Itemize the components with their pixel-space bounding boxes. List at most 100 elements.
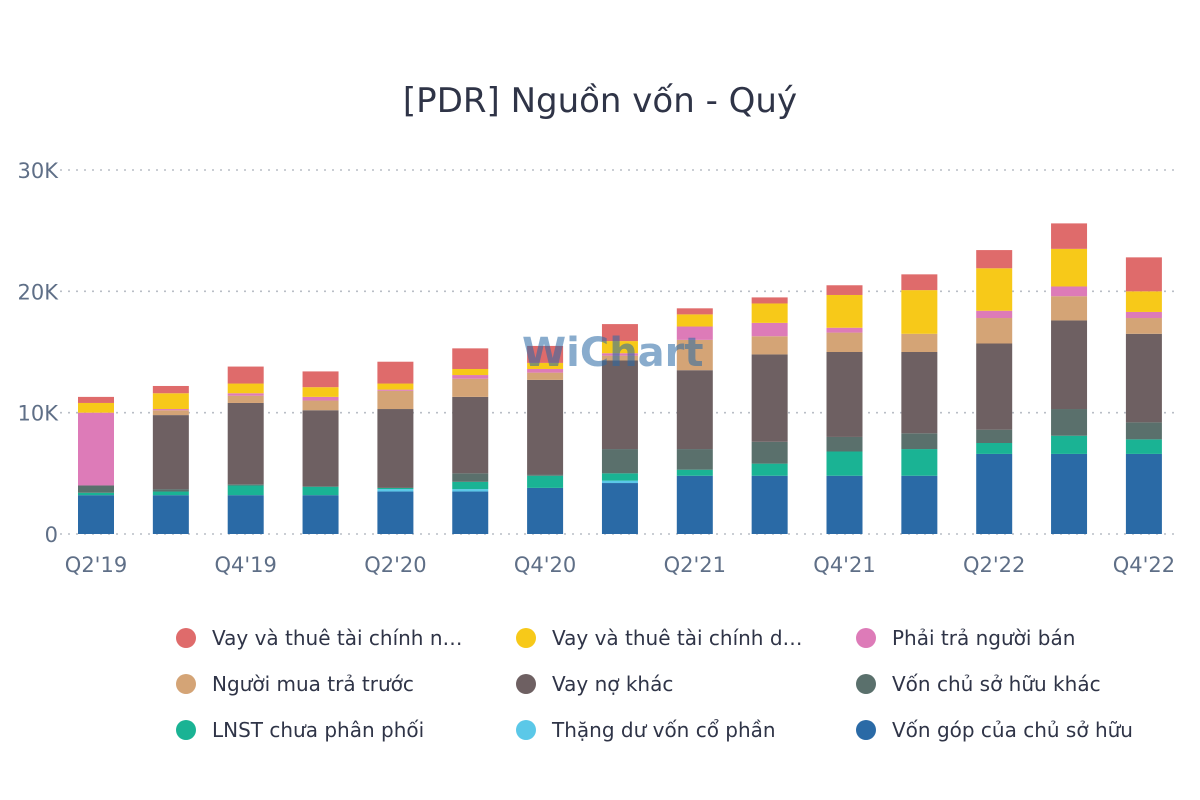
legend-item[interactable]: Người mua trả trước <box>176 670 516 698</box>
legend-marker-icon <box>516 720 536 740</box>
x-tick-label: Q4'20 <box>514 553 576 577</box>
x-tick-label: Q4'21 <box>813 553 875 577</box>
bar-segment <box>377 389 414 391</box>
bar-segment <box>601 473 638 481</box>
bar-segment <box>901 433 938 450</box>
bar-segment <box>78 402 114 413</box>
bar-segment <box>676 370 713 450</box>
bar-segment <box>377 383 414 390</box>
x-tick-label: Q4'19 <box>215 553 277 577</box>
legend-item[interactable]: Vay và thuê tài chính n… <box>176 624 516 652</box>
bar-segment <box>452 473 489 482</box>
bar-segment <box>1125 453 1162 534</box>
bar-segment <box>976 318 1013 344</box>
bar-segment <box>1051 409 1088 436</box>
bar-segment <box>826 475 863 534</box>
bar-segment <box>302 495 339 534</box>
x-tick-label: Q4'22 <box>1113 553 1175 577</box>
chart-title: [PDR] Nguồn vốn - Quý <box>403 81 797 121</box>
y-axis-ticks: 0 10K 20K 30K <box>18 159 60 547</box>
bar-segment <box>901 352 938 434</box>
legend-marker-icon <box>176 720 196 740</box>
y-tick-label: 20K <box>18 280 60 304</box>
bar-segment <box>751 475 788 534</box>
bar-segment <box>452 375 489 379</box>
bar-segment <box>1125 311 1162 319</box>
bar-segment <box>377 491 414 534</box>
bar-segment <box>302 371 339 388</box>
bar-segment <box>527 368 564 373</box>
bar-segment <box>751 297 788 304</box>
x-tick-label: Q2'20 <box>364 553 426 577</box>
bar-segment <box>976 429 1013 443</box>
bar-segment <box>227 393 264 396</box>
legend-label: Vay nợ khác <box>552 672 674 696</box>
legend-item[interactable]: Phải trả người bán <box>856 624 1176 652</box>
legend-item[interactable]: Vốn góp của chủ sở hữu <box>856 716 1176 744</box>
bar-segment <box>601 449 638 474</box>
bar-segment <box>976 453 1013 534</box>
legend: Vay và thuê tài chính n… Vay và thuê tài … <box>176 624 1176 744</box>
bar-segment <box>826 294 863 328</box>
bar-segment <box>227 485 264 496</box>
bar-segment <box>676 469 713 476</box>
bar-segment <box>152 385 189 394</box>
bar-segment <box>152 491 189 496</box>
legend-item[interactable]: Thặng dư vốn cổ phần <box>516 716 856 744</box>
bar-segment <box>1051 296 1088 321</box>
bar-segment <box>901 333 938 352</box>
bar-segment <box>527 372 564 380</box>
x-axis-ticks: Q2'19 Q4'19 Q2'20 Q4'20 Q2'21 Q4'21 Q2'22 Q4'22 <box>65 553 1175 577</box>
bar-segment <box>751 336 788 355</box>
y-tick-label: 0 <box>45 523 58 547</box>
watermark-text: WiChart <box>522 330 704 376</box>
legend-item[interactable]: Vốn chủ sở hữu khác <box>856 670 1176 698</box>
bar-segment <box>78 495 114 534</box>
legend-item[interactable]: Vay nợ khác <box>516 670 856 698</box>
bar-segment <box>901 475 938 534</box>
bar-segment <box>302 410 339 487</box>
bar-segment <box>152 410 189 416</box>
y-tick-label: 10K <box>18 402 60 426</box>
bar-segment <box>601 360 638 450</box>
bar-segment <box>377 489 414 492</box>
bar-segment <box>676 339 713 371</box>
bar-segment <box>1051 223 1088 249</box>
bar-segment <box>826 332 863 352</box>
bar-segment <box>901 449 938 476</box>
legend-marker-icon <box>516 628 536 648</box>
bar-segment <box>227 395 264 403</box>
bar-segment <box>976 268 1013 311</box>
bar-segment <box>826 327 863 333</box>
bar-segment <box>676 475 713 534</box>
bar-segment <box>1051 248 1088 287</box>
bar-segment <box>302 486 339 496</box>
bar-segment <box>527 345 564 363</box>
bar-segment <box>527 379 564 475</box>
bar-segment <box>452 491 489 534</box>
bar-segment <box>302 387 339 397</box>
bar-segment <box>751 463 788 476</box>
bar-segment <box>601 483 638 534</box>
legend-item[interactable]: LNST chưa phân phối <box>176 716 516 744</box>
legend-item[interactable]: Vay và thuê tài chính d… <box>516 624 856 652</box>
bar-segment <box>1125 333 1162 423</box>
bar-segment <box>302 400 339 411</box>
bar-segment <box>826 352 863 437</box>
bar-segment <box>227 495 264 534</box>
bar-segment <box>1051 435 1088 454</box>
bar-segment <box>227 402 264 485</box>
bar-segment <box>452 489 489 492</box>
bar-segment <box>676 449 713 470</box>
bar-segment <box>901 274 938 291</box>
bar-segment <box>676 326 713 340</box>
bar-segment <box>527 487 564 534</box>
bar-segment <box>152 393 189 410</box>
legend-label: Vay và thuê tài chính n… <box>212 626 463 650</box>
bar-segment <box>452 396 489 474</box>
bar-segment <box>601 480 638 484</box>
bar-segment <box>377 361 414 384</box>
bar-segment <box>826 436 863 452</box>
bar-segment <box>1125 291 1162 312</box>
